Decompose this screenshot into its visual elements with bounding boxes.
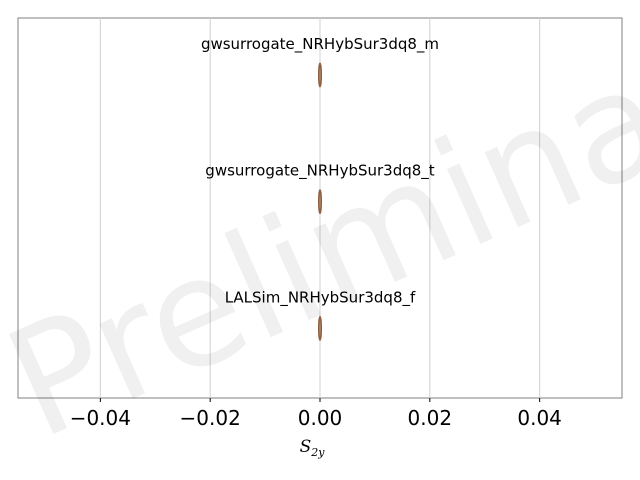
x-tick-label: −0.02 bbox=[180, 406, 241, 430]
violin-group: LALSim_NRHybSur3dq8_f bbox=[225, 288, 416, 341]
series-label: gwsurrogate_NRHybSur3dq8_m bbox=[201, 35, 439, 54]
series-label: LALSim_NRHybSur3dq8_f bbox=[225, 288, 416, 307]
violin-group: gwsurrogate_NRHybSur3dq8_m bbox=[201, 35, 439, 88]
violin-layer: gwsurrogate_NRHybSur3dq8_m gwsurrogate_NR… bbox=[201, 35, 439, 341]
series-label: gwsurrogate_NRHybSur3dq8_t bbox=[205, 162, 434, 181]
x-axis-label-subscript: 2y bbox=[310, 446, 325, 459]
x-tick-label: −0.04 bbox=[70, 406, 131, 430]
x-tick-label: 0.04 bbox=[517, 406, 562, 430]
x-axis-label: S2y bbox=[300, 437, 326, 459]
x-axis-ticks: −0.04 −0.02 0.00 0.02 0.04 bbox=[70, 398, 562, 430]
x-tick-label: 0.02 bbox=[408, 406, 453, 430]
x-tick-label: 0.00 bbox=[298, 406, 343, 430]
violin-group: gwsurrogate_NRHybSur3dq8_t bbox=[205, 162, 435, 215]
